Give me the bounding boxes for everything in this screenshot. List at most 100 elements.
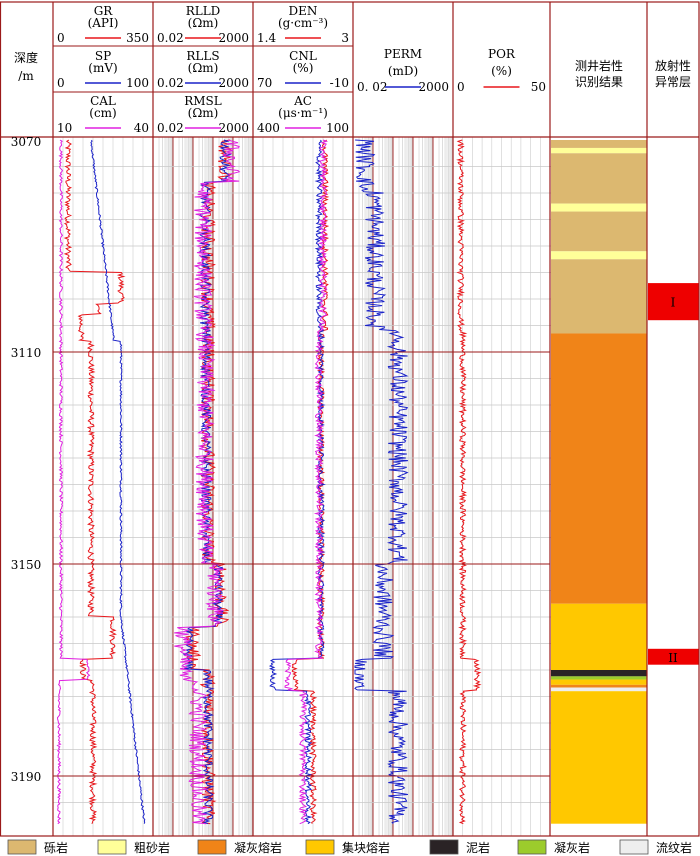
curve-name: CAL	[90, 94, 116, 108]
anomaly-header: 放射性	[655, 58, 691, 73]
curve-unit: (API)	[88, 16, 119, 30]
lithology-interval	[551, 679, 647, 685]
depth-axis-unit: /m	[18, 69, 34, 83]
curve-scale-min: 0. 02	[357, 80, 388, 94]
anomaly-header: 异常层	[655, 75, 691, 89]
curve-name: DEN	[289, 4, 318, 18]
legend-swatch	[97, 839, 127, 855]
lithology-interval	[551, 691, 647, 824]
legend-swatch	[305, 839, 335, 855]
curve-scale-min: 0	[457, 80, 465, 94]
lithology-interval	[551, 251, 647, 260]
lithology-interval	[551, 333, 647, 604]
curve-scale-max: 2000	[418, 80, 449, 94]
lithology-legend	[7, 839, 649, 855]
curve-scale-max: -10	[330, 76, 349, 90]
curve-scale-max: 2000	[218, 31, 249, 45]
depth-tick-label: 3150	[11, 558, 42, 572]
gr-curve	[63, 139, 126, 824]
legend-label: 砾岩	[44, 840, 68, 855]
perm-curve	[353, 139, 409, 825]
lithology-interval	[551, 603, 647, 670]
curve-unit: (Ωm)	[188, 61, 219, 75]
anomaly-layers	[648, 283, 699, 665]
cnl-curve	[268, 139, 326, 825]
legend-label: 凝灰岩	[554, 840, 590, 855]
lithology-header: 识别结果	[575, 75, 623, 89]
depth-axis-label: 深度	[14, 50, 38, 65]
legend-swatch	[429, 839, 459, 855]
curve-unit: (%)	[491, 64, 512, 78]
anomaly-label: I	[671, 296, 676, 310]
curve-unit: (Ωm)	[188, 106, 219, 120]
curve-scale-min: 0.02	[157, 121, 184, 135]
lithology-interval	[551, 687, 647, 692]
curve-unit: (cm)	[89, 106, 116, 120]
curve-name: RLLS	[186, 49, 219, 63]
curve-scale-min: 0	[57, 76, 65, 90]
curve-scale-min: 10	[57, 121, 72, 135]
curve-scale-min: 1.4	[257, 31, 276, 45]
track-grids	[53, 137, 647, 836]
curve-scale-min: 0.02	[157, 76, 184, 90]
rmsl-curve	[174, 139, 241, 825]
lithology-interval	[551, 676, 647, 680]
legend-label: 泥岩	[466, 840, 490, 855]
depth-tick-label: 3110	[11, 346, 42, 360]
cal-curve	[56, 139, 91, 825]
legend-label: 集块熔岩	[342, 840, 390, 855]
legend-swatch	[619, 839, 649, 855]
curve-name: SP	[95, 49, 111, 63]
legend-swatch	[517, 839, 547, 855]
legend-label: 粗砂岩	[134, 840, 170, 855]
curve-scale-max: 40	[134, 121, 149, 135]
curve-name: GR	[94, 4, 114, 18]
lithology-column	[551, 140, 647, 824]
lithology-interval	[551, 259, 647, 334]
curve-scale-max: 100	[126, 76, 149, 90]
por-curve	[456, 139, 482, 825]
anomaly-label: II	[668, 651, 678, 665]
sp-curve	[90, 139, 146, 824]
curve-scale-min: 400	[257, 121, 280, 135]
curve-scale-min: 0	[57, 31, 65, 45]
legend-label: 凝灰熔岩	[234, 840, 282, 855]
lithology-interval	[551, 203, 647, 212]
lithology-interval	[551, 147, 647, 154]
curve-name: AC	[293, 94, 312, 108]
curve-unit: (μs·m⁻¹)	[278, 106, 328, 120]
legend-swatch	[7, 839, 37, 855]
lithology-interval	[551, 153, 647, 204]
lithology-interval	[551, 211, 647, 252]
depth-tick-label: 3070	[11, 135, 42, 149]
curve-name: PERM	[384, 47, 422, 61]
legend-label: 流纹岩	[656, 840, 692, 855]
curve-unit: (mV)	[88, 61, 117, 75]
lithology-interval	[551, 140, 647, 148]
curve-name: RLLD	[186, 4, 221, 18]
curve-unit: (%)	[293, 61, 314, 75]
outer-frame	[0, 1, 700, 837]
curve-scale-max: 3	[341, 31, 349, 45]
lithology-interval	[551, 670, 647, 677]
curve-name: POR	[488, 47, 516, 61]
curve-scale-max: 2000	[218, 76, 249, 90]
curve-scale-min: 70	[257, 76, 272, 90]
anomaly-layer	[648, 283, 699, 321]
ac-curve	[284, 139, 329, 825]
curve-unit: (Ωm)	[188, 16, 219, 30]
curve-unit: (g·cm⁻³)	[278, 16, 328, 30]
curve-scale-min: 0.02	[157, 31, 184, 45]
curve-scale-max: 2000	[218, 121, 249, 135]
anomaly-layer	[648, 648, 699, 665]
lithology-header: 测井岩性	[575, 58, 623, 73]
curve-name: CNL	[289, 49, 317, 63]
log-curves	[56, 139, 482, 825]
curve-unit: (mD)	[388, 64, 418, 78]
legend-swatch	[197, 839, 227, 855]
frame	[0, 1, 700, 837]
curve-scale-max: 50	[531, 80, 546, 94]
curve-scale-max: 350	[126, 31, 149, 45]
lithology-interval	[551, 684, 647, 688]
